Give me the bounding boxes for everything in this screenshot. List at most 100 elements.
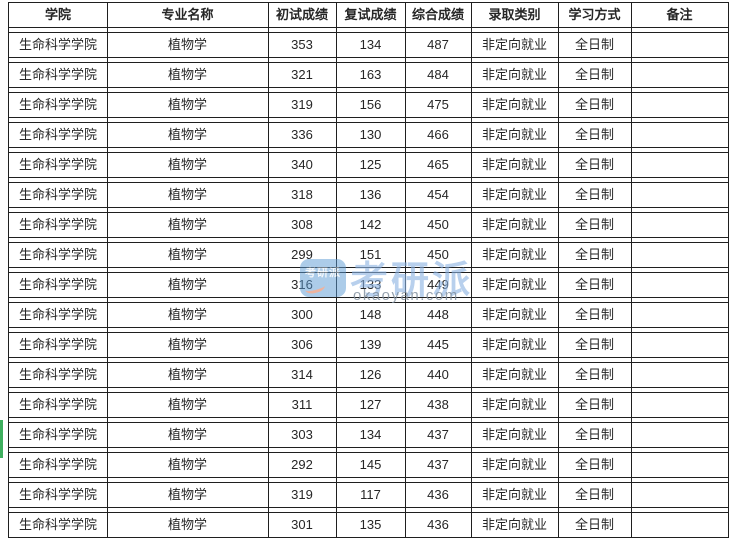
cell-note	[631, 423, 728, 447]
cell-retest-score: 127	[359, 397, 382, 412]
cell-retest-score: 136	[359, 187, 382, 202]
cell-major: 植物学	[167, 277, 207, 292]
cell-college: 生命科学学院	[18, 337, 97, 352]
cell-study-mode: 全日制	[574, 157, 614, 172]
cell-retest-score: 134	[359, 427, 382, 442]
cell-admission-category: 非定向就业	[481, 517, 547, 532]
cell-admission-category: 非定向就业	[481, 277, 547, 292]
cell-retest-score: 148	[359, 307, 382, 322]
table-row: 生命科学学院 植物学 299 151 450 非定向就业 全日制	[9, 242, 728, 268]
cell-composite-score: 438	[427, 397, 449, 412]
cell-initial-score: 301	[291, 517, 313, 532]
table-row: 生命科学学院 植物学 353 134 487 非定向就业 全日制	[9, 32, 728, 58]
table-row: 生命科学学院 植物学 321 163 484 非定向就业 全日制	[9, 62, 728, 88]
cell-study-mode: 全日制	[574, 127, 614, 142]
cell-admission-category: 非定向就业	[481, 337, 547, 352]
header-initial-score: 初试成绩	[275, 7, 328, 22]
cell-retest-score: 142	[359, 217, 382, 232]
cell-composite-score: 487	[427, 37, 449, 52]
table-row: 生命科学学院 植物学 319 117 436 非定向就业 全日制	[9, 482, 728, 508]
cell-admission-category: 非定向就业	[481, 457, 547, 472]
cell-college: 生命科学学院	[18, 187, 97, 202]
column-separator	[471, 2, 472, 538]
cell-admission-category: 非定向就业	[481, 97, 547, 112]
cell-admission-category: 非定向就业	[481, 487, 547, 502]
cell-admission-category: 非定向就业	[481, 67, 547, 82]
cell-retest-score: 156	[359, 97, 382, 112]
cell-admission-category: 非定向就业	[481, 187, 547, 202]
cell-admission-category: 非定向就业	[481, 217, 547, 232]
cell-major: 植物学	[167, 187, 207, 202]
cell-major: 植物学	[167, 217, 207, 232]
cell-composite-score: 475	[427, 97, 449, 112]
cell-note	[631, 513, 728, 537]
table-row: 生命科学学院 植物学 314 126 440 非定向就业 全日制	[9, 362, 728, 388]
cell-composite-score: 440	[427, 367, 449, 382]
table-row: 生命科学学院 植物学 303 134 437 非定向就业 全日制	[9, 422, 728, 448]
cell-study-mode: 全日制	[574, 217, 614, 232]
cell-initial-score: 300	[291, 307, 313, 322]
table-row: 生命科学学院 植物学 301 135 436 非定向就业 全日制	[9, 512, 728, 538]
cell-retest-score: 145	[359, 457, 382, 472]
cell-composite-score: 466	[427, 127, 449, 142]
table-row: 生命科学学院 植物学 316 133 449 非定向就业 全日制	[9, 272, 728, 298]
cell-retest-score: 139	[359, 337, 382, 352]
table-row: 生命科学学院 植物学 308 142 450 非定向就业 全日制	[9, 212, 728, 238]
cell-admission-category: 非定向就业	[481, 37, 547, 52]
cell-initial-score: 336	[291, 127, 313, 142]
cell-study-mode: 全日制	[574, 367, 614, 382]
table-body: 生命科学学院 植物学 353 134 487 非定向就业 全日制 生命科学学院 植物学 321 16…	[9, 32, 728, 538]
cell-note	[631, 483, 728, 507]
cell-retest-score: 134	[359, 37, 382, 52]
cell-major: 植物学	[167, 307, 207, 322]
cell-retest-score: 135	[359, 517, 382, 532]
cell-college: 生命科学学院	[18, 487, 97, 502]
cell-note	[631, 93, 728, 117]
cell-study-mode: 全日制	[574, 247, 614, 262]
column-separator	[405, 2, 406, 538]
cell-study-mode: 全日制	[574, 187, 614, 202]
cell-composite-score: 437	[427, 457, 449, 472]
cell-major: 植物学	[167, 487, 207, 502]
cell-retest-score: 133	[359, 277, 382, 292]
header-retest-score: 复试成绩	[344, 7, 397, 22]
cell-composite-score: 449	[427, 277, 449, 292]
header-admission-category: 录取类别	[488, 7, 541, 22]
table-row: 生命科学学院 植物学 318 136 454 非定向就业 全日制	[9, 182, 728, 208]
cell-study-mode: 全日制	[574, 37, 614, 52]
cell-study-mode: 全日制	[574, 397, 614, 412]
table-row: 生命科学学院 植物学 306 139 445 非定向就业 全日制	[9, 332, 728, 358]
cell-study-mode: 全日制	[574, 517, 614, 532]
cell-composite-score: 450	[427, 247, 449, 262]
cell-retest-score: 125	[359, 157, 382, 172]
cell-admission-category: 非定向就业	[481, 127, 547, 142]
cell-composite-score: 450	[427, 217, 449, 232]
admission-score-table: 学院 专业名称 初试成绩 复试成绩 综合成绩 录取类别 学习方式 备注 生命科学…	[8, 2, 729, 538]
cell-note	[631, 273, 728, 297]
header-study-mode: 学习方式	[568, 7, 621, 22]
cell-admission-category: 非定向就业	[481, 397, 547, 412]
cell-college: 生命科学学院	[18, 367, 97, 382]
cell-study-mode: 全日制	[574, 427, 614, 442]
cell-college: 生命科学学院	[18, 517, 97, 532]
cell-retest-score: 117	[360, 487, 381, 502]
table-row: 生命科学学院 植物学 340 125 465 非定向就业 全日制	[9, 152, 728, 178]
cell-initial-score: 318	[291, 187, 313, 202]
cell-admission-category: 非定向就业	[481, 367, 547, 382]
cell-major: 植物学	[167, 157, 207, 172]
cell-college: 生命科学学院	[18, 127, 97, 142]
cell-initial-score: 292	[291, 457, 313, 472]
cell-composite-score: 436	[427, 517, 449, 532]
cell-admission-category: 非定向就业	[481, 427, 547, 442]
cell-college: 生命科学学院	[18, 277, 97, 292]
cell-initial-score: 319	[291, 487, 313, 502]
cell-initial-score: 319	[291, 97, 313, 112]
cell-major: 植物学	[167, 427, 207, 442]
column-separator	[631, 2, 632, 538]
table-row: 生命科学学院 植物学 336 130 466 非定向就业 全日制	[9, 122, 728, 148]
cell-retest-score: 126	[359, 367, 382, 382]
cell-study-mode: 全日制	[574, 337, 614, 352]
cell-note	[631, 333, 728, 357]
cell-initial-score: 353	[291, 37, 313, 52]
cell-college: 生命科学学院	[18, 427, 97, 442]
